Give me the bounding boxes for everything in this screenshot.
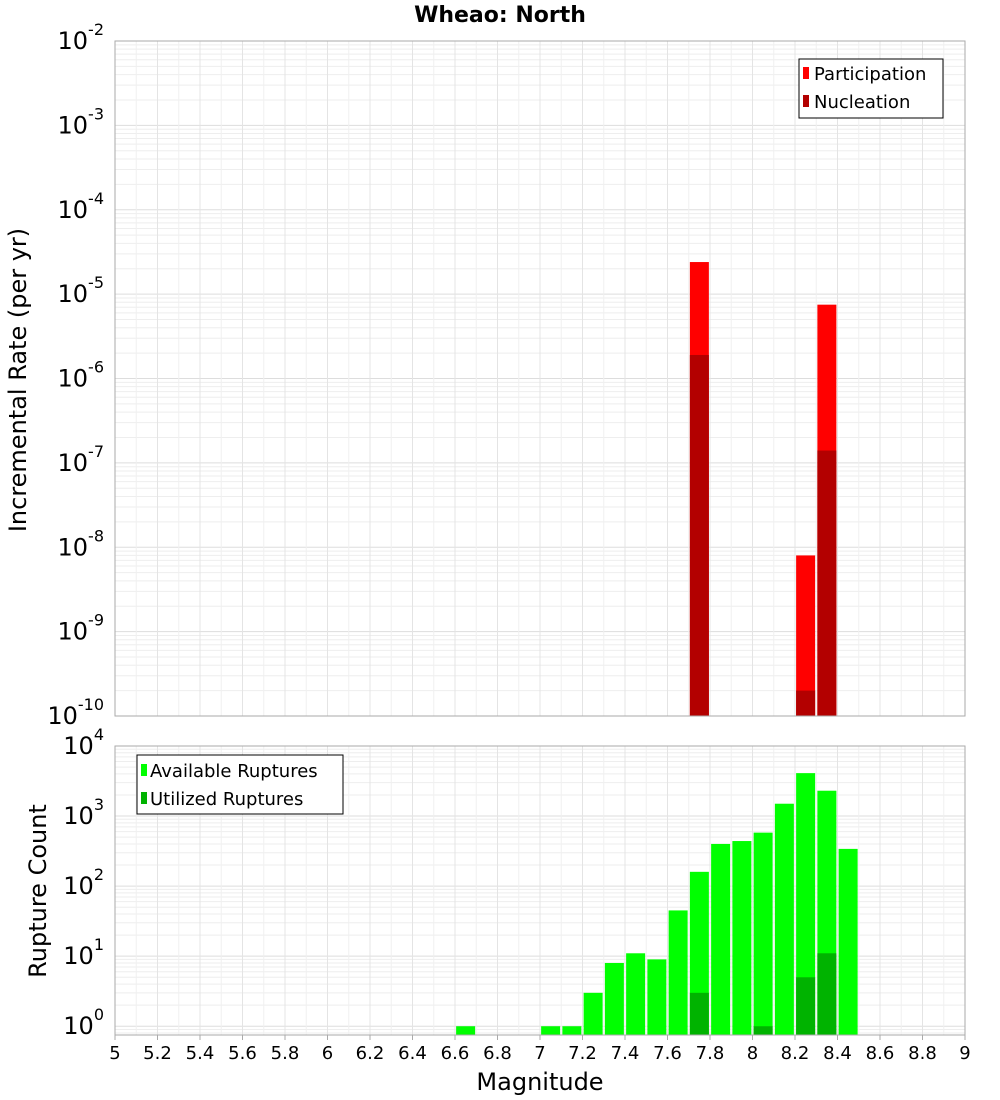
x-axis-label: Magnitude [476,1068,603,1096]
y-tick-label: 104 [63,725,104,760]
x-tick-label: 8 [747,1043,758,1064]
bottom-bar-primary [711,843,731,1035]
x-tick-label: 7.8 [696,1043,725,1064]
top-bar-secondary [689,354,709,716]
top-bar-secondary [796,690,816,716]
top-legend: Participation Nucleation [798,58,944,119]
bottom-bar-secondary [817,953,837,1035]
legend-available-label: Available Ruptures [150,761,318,782]
bottom-bar-primary [456,1026,476,1035]
y-tick-label: 101 [63,935,104,970]
x-tick-label: 7.6 [653,1043,682,1064]
top-panel: 10-10 10-9 10-8 10-7 10-6 10-5 10-4 10-3 10-2 In… [4,20,966,730]
x-tick-label: 6 [322,1043,333,1064]
y-tick-label: 102 [63,865,104,900]
y-tick-label: 103 [63,795,104,830]
top-bar-primary [796,555,816,716]
x-tick-label: 5.4 [186,1043,215,1064]
x-tick-label: 6.2 [356,1043,385,1064]
bottom-bar-secondary [689,992,709,1035]
y-tick-label: 10-6 [58,358,105,393]
x-tick-label: 7.4 [611,1043,640,1064]
legend-nucleation-label: Nucleation [814,92,910,113]
bottom-bar-primary [541,1026,561,1035]
top-legend-box [798,58,944,119]
bottom-bar-primary [583,992,603,1035]
x-tick-label: 5.2 [143,1043,172,1064]
bottom-bar-primary [668,910,688,1035]
top-bars [689,262,837,716]
y-tick-label: 10-7 [58,442,105,477]
x-tick-label: 5.6 [228,1043,257,1064]
bottom-bar-primary [647,959,667,1035]
x-tick-label: 6.6 [441,1043,470,1064]
bottom-bar-primary [604,962,624,1035]
x-tick-label: 7.2 [568,1043,597,1064]
x-tick-label: 5.8 [271,1043,300,1064]
y-tick-label: 10-2 [58,20,105,55]
chart-title: Wheao: North [414,3,586,28]
bottom-y-ticks: 100 101 102 103 104 [63,725,104,1040]
bottom-legend: Available Ruptures Utilized Ruptures [136,754,344,815]
y-tick-label: 10-8 [58,526,105,561]
top-bar-secondary [817,450,837,716]
x-tick-label: 5 [109,1043,120,1064]
x-tick-label: 8.6 [866,1043,895,1064]
bottom-legend-box [136,754,344,815]
legend-participation-label: Participation [814,64,926,85]
top-y-ticks: 10-10 10-9 10-8 10-7 10-6 10-5 10-4 10-3 10-2 [47,20,104,730]
legend-utilized-swatch [141,792,147,804]
bottom-bar-primary [732,841,752,1035]
x-tick-label: 8.4 [823,1043,852,1064]
x-tick-label: 8.8 [908,1043,937,1064]
bottom-bar-primary [753,832,773,1035]
x-tick-label: 8.2 [781,1043,810,1064]
bottom-bar-primary [562,1026,582,1035]
y-tick-label: 10-9 [58,611,105,646]
x-tick-label: 9 [959,1043,970,1064]
bottom-y-axis-label: Rupture Count [24,804,52,978]
legend-participation-swatch [803,67,809,79]
x-ticks: 5 5.2 5.4 5.6 5.8 6 6.2 6.4 6.6 6.8 7 7.2 7.4 7.6 7.8 8… [109,1035,971,1064]
legend-nucleation-swatch [803,95,809,107]
bottom-bar-secondary [753,1026,773,1035]
top-plot-frame [114,40,966,717]
y-tick-label: 10-5 [58,273,105,308]
bottom-bar-secondary [796,977,816,1035]
y-tick-label: 100 [63,1005,104,1040]
bottom-panel: 100 101 102 103 104 5 5.2 5.4 5.6 5.8 6 6.2 6.4 6.6 6… [24,725,971,1096]
bottom-bars [456,773,858,1035]
bottom-bar-primary [796,773,816,1035]
bottom-bar-primary [626,953,646,1035]
bottom-bar-primary [774,803,794,1035]
top-y-axis-label: Incremental Rate (per yr) [4,228,32,532]
y-tick-label: 10-3 [58,104,105,139]
x-tick-label: 6.4 [398,1043,427,1064]
x-tick-label: 7 [534,1043,545,1064]
bottom-bar-primary [838,848,858,1035]
legend-available-swatch [141,764,147,776]
y-tick-label: 10-4 [58,189,105,224]
legend-utilized-label: Utilized Ruptures [150,789,303,810]
x-tick-label: 6.8 [483,1043,512,1064]
top-grid [114,41,966,717]
y-tick-label: 10-10 [47,695,104,730]
